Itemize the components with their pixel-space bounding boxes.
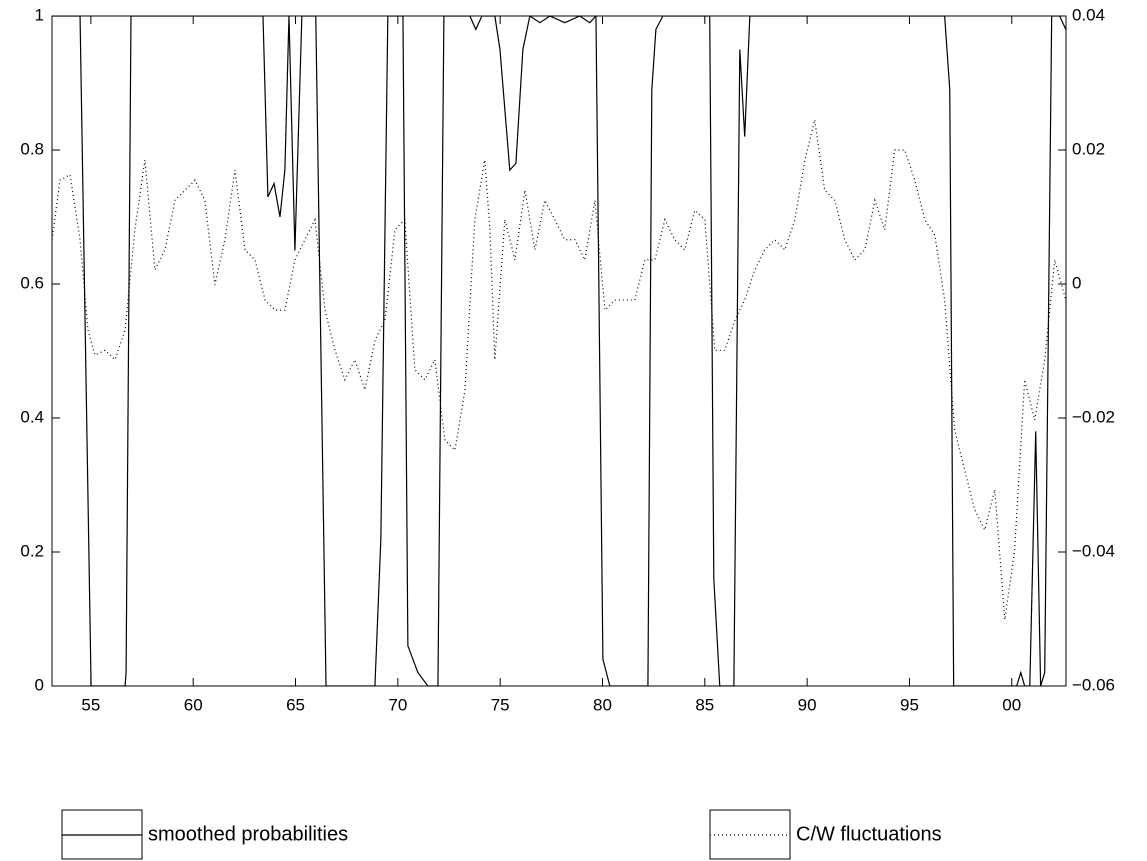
legend-label: smoothed probabilities (148, 823, 348, 845)
y-tick-label: 0.6 (20, 273, 44, 292)
y-tick-label: 0 (35, 675, 44, 694)
y-tick-label: 0.4 (20, 407, 44, 426)
plot-frame (51, 15, 1067, 687)
x-tick-label: 80 (593, 695, 612, 714)
x-tick-label: 85 (695, 695, 714, 714)
x-tick-label: 55 (81, 695, 100, 714)
x-tick-label: 70 (388, 695, 407, 714)
y2-tick-label: 0 (1072, 273, 1081, 292)
x-tick-label: 90 (798, 695, 817, 714)
y2-tick-label: −0.06 (1072, 675, 1115, 694)
y2-tick-label: −0.02 (1072, 407, 1115, 426)
x-tick-label: 65 (286, 695, 305, 714)
y2-tick-label: −0.04 (1072, 541, 1115, 560)
y-tick-label: 1 (35, 5, 44, 24)
y-tick-label: 0.8 (20, 139, 44, 158)
y2-tick-label: 0.04 (1072, 5, 1105, 24)
series-line (52, 119, 1066, 620)
x-tick-label: 75 (491, 695, 510, 714)
x-tick-label: 00 (1002, 695, 1021, 714)
series-line (52, 16, 1066, 686)
x-tick-label: 95 (900, 695, 919, 714)
y2-tick-label: 0.02 (1072, 139, 1105, 158)
y-tick-label: 0.2 (20, 541, 44, 560)
x-tick-label: 60 (184, 695, 203, 714)
legend-label: C/W fluctuations (796, 823, 942, 845)
